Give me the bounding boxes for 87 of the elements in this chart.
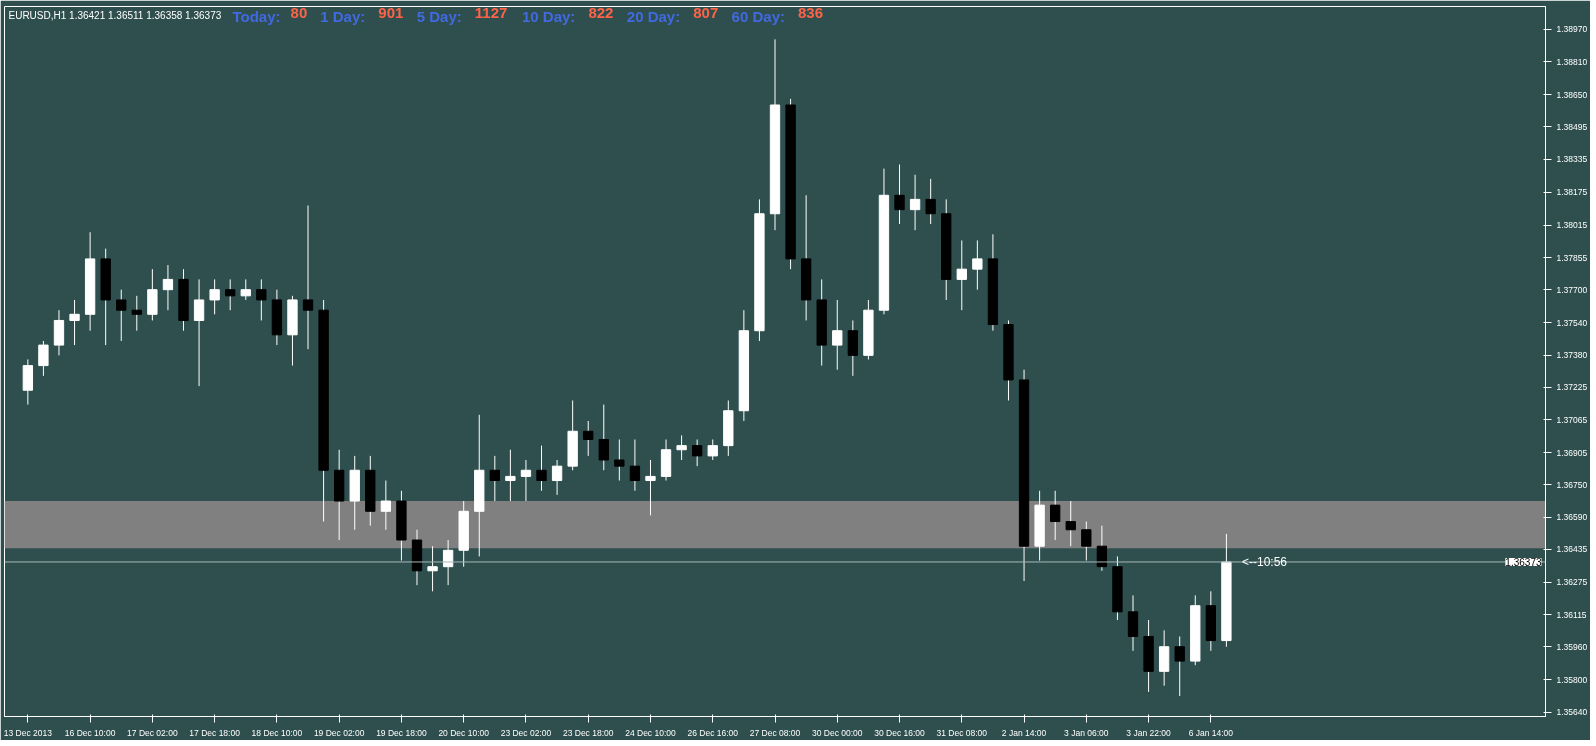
- x-tick-label: 13 Dec 2013: [3, 727, 53, 738]
- y-tick-label: 1.36115: [1556, 609, 1587, 620]
- x-tick-label: 6 Jan 14:00: [1188, 727, 1234, 738]
- y-tick-label: 1.38810: [1556, 56, 1588, 67]
- candlestick: [209, 278, 220, 315]
- candlestick: [69, 299, 80, 346]
- candlestick: [692, 438, 703, 467]
- candlestick: [676, 434, 687, 461]
- candlestick: [302, 205, 314, 350]
- candlestick: [162, 264, 174, 311]
- candlestick: [583, 420, 594, 457]
- x-tick-label: 19 Dec 18:00: [376, 727, 427, 738]
- y-tick-label: 1.37540: [1556, 317, 1588, 328]
- candlestick: [909, 174, 921, 231]
- x-tick-label: 3 Jan 06:00: [1064, 727, 1109, 738]
- y-tick-label: 1.36275: [1556, 577, 1588, 588]
- candlestick: [551, 459, 563, 496]
- candlestick: [598, 404, 609, 471]
- annotation: 10 Day: 822: [522, 3, 614, 25]
- ref-line-label: 1.36373: [1505, 556, 1542, 568]
- y-tick-label: 1.38970: [1556, 24, 1588, 35]
- x-tick-label: 18 Dec 10:00: [251, 727, 303, 738]
- candlestick: [1174, 635, 1185, 697]
- chart-title: EURUSD,H1 1.36421 1.36511 1.36358 1.36373: [8, 9, 222, 21]
- candlestick: [193, 278, 205, 387]
- annotation: 5 Day: 1127: [416, 3, 508, 25]
- candlestick: [536, 445, 547, 492]
- annotation: 20 Day: 807: [626, 3, 719, 25]
- x-tick-label: 2 Jan 14:00: [1001, 727, 1047, 738]
- x-tick-label: 26 Dec 16:00: [687, 727, 739, 738]
- y-tick-label: 1.37855: [1556, 252, 1588, 263]
- candlestick: [1050, 490, 1061, 541]
- x-tick-label: 19 Dec 02:00: [313, 727, 365, 738]
- x-tick-label: 3 Jan 22:00: [1126, 727, 1172, 738]
- x-tick-label: 16 Dec 10:00: [64, 727, 116, 738]
- candlestick: [38, 340, 49, 377]
- x-tick-label: 31 Dec 08:00: [936, 727, 988, 738]
- y-tick-label: 1.38495: [1556, 121, 1588, 132]
- y-tick-label: 1.37380: [1556, 350, 1588, 361]
- y-tick-label: 1.35960: [1556, 641, 1588, 652]
- candlestick: [614, 438, 625, 482]
- x-tick-label: 23 Dec 02:00: [500, 727, 552, 738]
- candlestick: [489, 455, 500, 502]
- candlestick: [832, 299, 843, 371]
- candlestick: [256, 278, 267, 321]
- y-tick-label: 1.36905: [1556, 447, 1588, 458]
- x-tick-label: 20 Dec 10:00: [438, 727, 490, 738]
- candlestick: [116, 289, 127, 342]
- annotation: 1 Day: 901: [320, 3, 404, 25]
- y-tick-label: 1.36435: [1556, 544, 1588, 555]
- candlestick: [505, 449, 516, 502]
- x-tick-label: 24 Dec 10:00: [625, 727, 677, 738]
- y-tick-label: 1.35640: [1556, 707, 1588, 718]
- y-tick-label: 1.38650: [1556, 89, 1588, 100]
- candlestick: [380, 480, 392, 531]
- annotation: Today: 80: [232, 3, 308, 25]
- candlestick: [131, 295, 142, 332]
- y-tick-label: 1.38015: [1556, 220, 1588, 231]
- y-tick-label: 1.37065: [1556, 414, 1588, 425]
- y-tick-label: 1.38175: [1556, 187, 1588, 198]
- x-tick-label: 17 Dec 18:00: [189, 727, 241, 738]
- annotation: <--10:56: [1241, 554, 1288, 569]
- candlestick: [427, 545, 438, 592]
- candlestick: [1081, 521, 1092, 562]
- x-tick-label: 23 Dec 18:00: [562, 727, 614, 738]
- y-tick-label: 1.35800: [1556, 674, 1588, 685]
- y-tick-label: 1.37225: [1556, 382, 1588, 393]
- y-tick-label: 1.36590: [1556, 512, 1588, 523]
- candlestick: [240, 278, 251, 301]
- candlestick: [520, 459, 532, 502]
- candlestick: [1065, 500, 1076, 547]
- candlestick: [645, 459, 656, 516]
- candlestick: [707, 438, 718, 461]
- x-tick-label: 30 Dec 00:00: [811, 727, 863, 738]
- candlestick: [225, 278, 236, 311]
- y-tick-label: 1.37700: [1556, 284, 1588, 295]
- candlestick: [956, 239, 967, 311]
- candlestick: [629, 438, 641, 492]
- x-tick-label: 27 Dec 08:00: [749, 727, 801, 738]
- annotation: 60 Day: 836: [731, 3, 824, 25]
- y-tick-label: 1.38335: [1556, 154, 1588, 165]
- candlestick: [972, 239, 983, 291]
- x-tick-label: 17 Dec 02:00: [127, 727, 178, 738]
- y-tick-label: 1.36750: [1556, 479, 1588, 490]
- x-tick-label: 30 Dec 16:00: [874, 727, 926, 738]
- candlestick: [925, 178, 936, 225]
- candlestick: [894, 164, 905, 225]
